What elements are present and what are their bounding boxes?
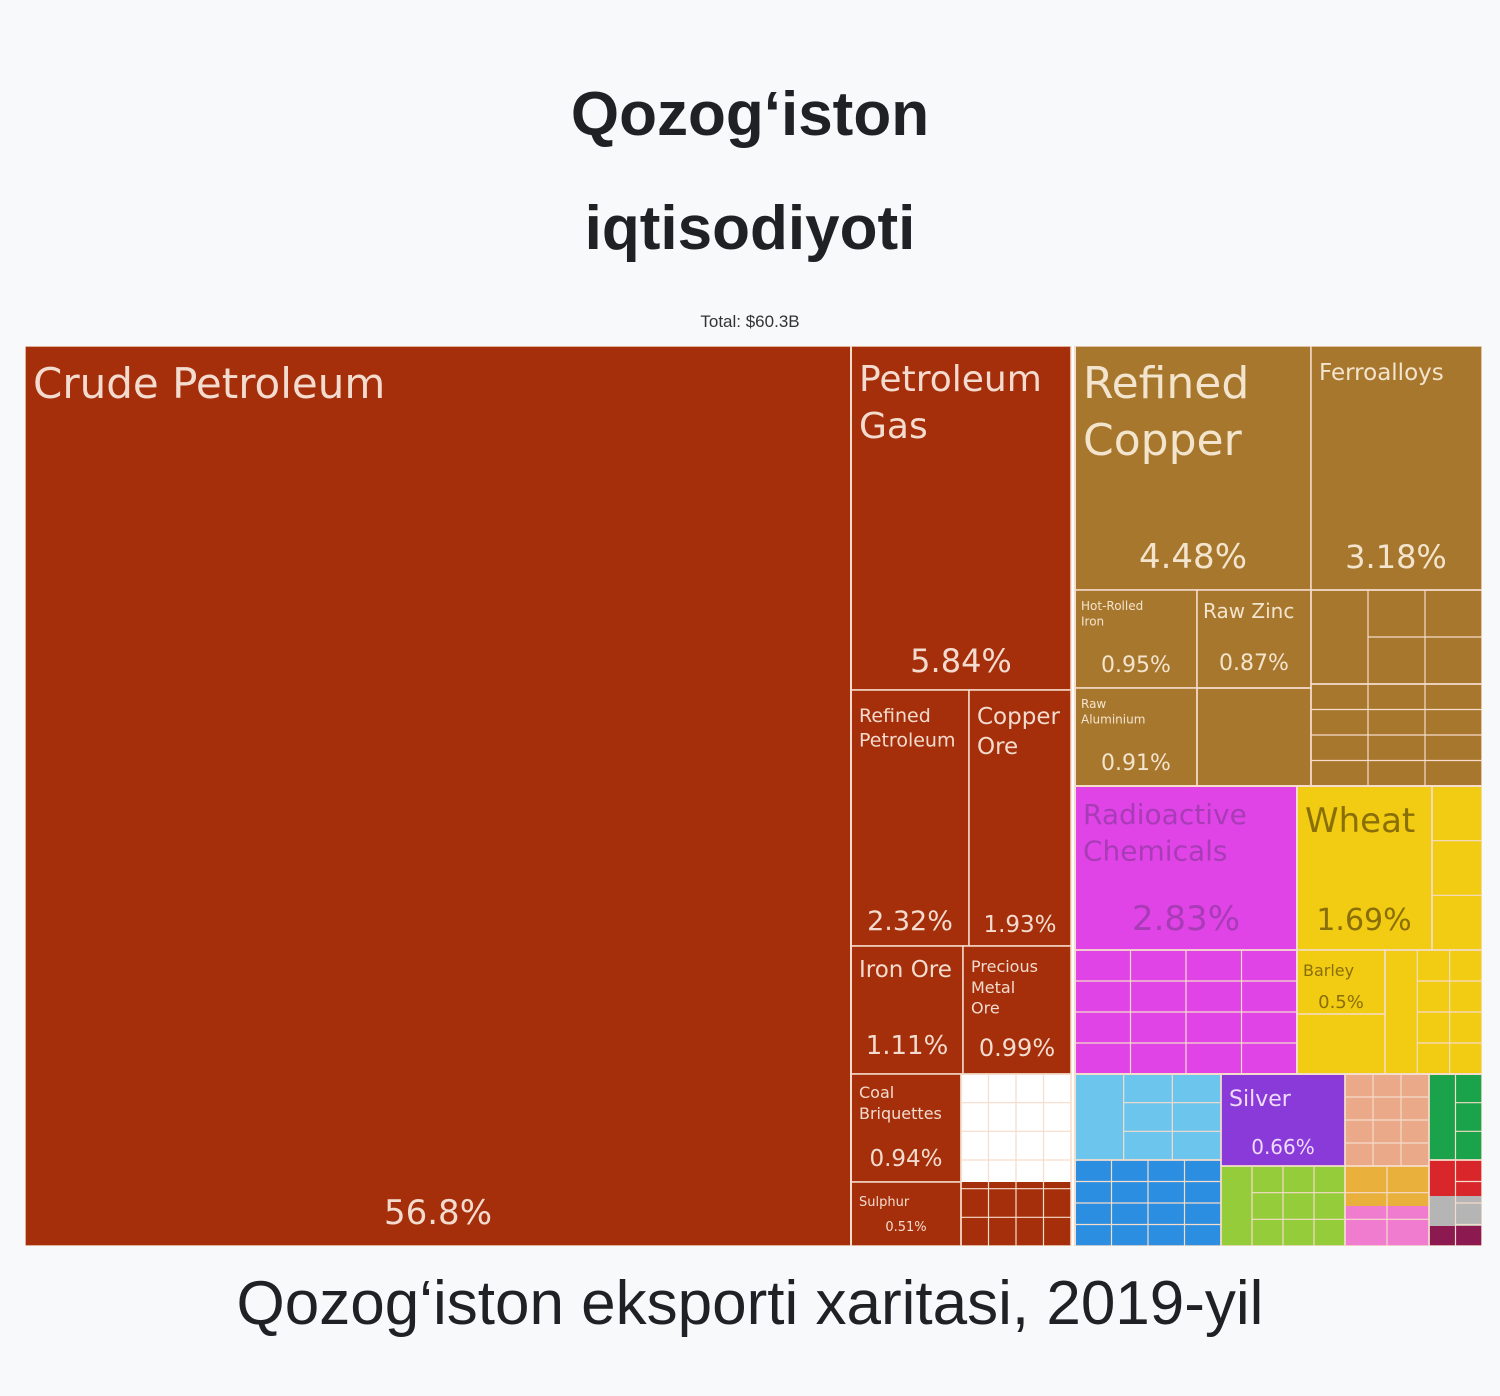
- tile-name-copper-ore: Ore: [977, 734, 1018, 760]
- tile-value-radioactive-chemicals: 2.83%: [1132, 899, 1240, 939]
- total-label: Total: $60.3B: [700, 312, 800, 331]
- tile-name-silver: Silver: [1229, 1087, 1292, 1112]
- tile-name-hot-rolled-iron: Hot-Rolled: [1081, 599, 1143, 613]
- subtile-grid: [960, 1073, 1072, 1246]
- treemap-chart: Crude Petroleum 56.8% Petroleum Gas 5.84% Ref…: [25, 346, 1482, 1246]
- tile-value-coal-briquettes: 0.94%: [869, 1146, 942, 1172]
- tile-rect-wheat: [1296, 785, 1433, 951]
- tile-name-radioactive-chemicals: Chemicals: [1083, 834, 1228, 867]
- tile-name-precious-metal-ore: Metal: [971, 978, 1015, 997]
- tile-value-precious-metal-ore: 0.99%: [979, 1034, 1055, 1062]
- tile-rect-sulphur: [850, 1181, 962, 1246]
- tile-name-refined-copper: Refined: [1083, 358, 1249, 409]
- tile-value-barley: 0.5%: [1318, 992, 1364, 1013]
- region-light_blue: [1075, 1074, 1221, 1160]
- tile-name-refined-copper: Copper: [1083, 415, 1243, 466]
- tile-wheat: [1296, 785, 1433, 951]
- tile-name-sulphur: Sulphur: [859, 1195, 910, 1210]
- tile-value-ferroalloys: 3.18%: [1345, 538, 1447, 576]
- labels-layer: Crude Petroleum 56.8% Petroleum Gas 5.84% Ref…: [33, 358, 1447, 1235]
- tile-value-iron-ore: 1.11%: [866, 1031, 949, 1061]
- tile-value-refined-copper: 4.48%: [1139, 537, 1247, 577]
- tile-crude-petroleum: [25, 346, 852, 1246]
- tile-name-raw-aluminium: Raw: [1081, 697, 1106, 711]
- tile-value-raw-zinc: 0.87%: [1219, 651, 1289, 676]
- tile-value-crude-petroleum: 56.8%: [384, 1193, 492, 1233]
- tile-name-wheat: Wheat: [1305, 801, 1415, 841]
- tile-petroleum-gas: [850, 346, 1072, 691]
- subtile-grid: [1428, 1159, 1482, 1246]
- tile-name-coal-briquettes: Coal: [859, 1083, 894, 1102]
- tile-value-sulphur: 0.51%: [885, 1220, 926, 1235]
- tile-value-hot-rolled-iron: 0.95%: [1101, 653, 1171, 678]
- tile-name-precious-metal-ore: Precious: [971, 957, 1038, 976]
- tile-rect-petroleum-gas: [850, 346, 1072, 691]
- tile-rect-crude-petroleum: [25, 346, 852, 1246]
- tile-rect-raw-aluminium: [1074, 687, 1198, 787]
- tile-name-refined-petroleum: Petroleum: [859, 730, 955, 752]
- tile-rect-refined-copper: [1074, 346, 1312, 591]
- tile-value-silver: 0.66%: [1251, 1135, 1315, 1159]
- subtile-grid: [1074, 949, 1298, 1075]
- tile-name-petroleum-gas: Gas: [859, 406, 928, 447]
- title-line-1: Qozog‘iston: [570, 80, 930, 149]
- title-line-2: iqtisodiyoti: [584, 194, 916, 263]
- tile-value-copper-ore: 1.93%: [983, 912, 1056, 938]
- tile-name-hot-rolled-iron: Iron: [1081, 615, 1104, 629]
- tile-name-raw-aluminium: Aluminium: [1081, 713, 1145, 727]
- tile-rect-iron-ore: [850, 945, 964, 1075]
- tile-name-iron-ore: Iron Ore: [859, 957, 952, 983]
- tile-iron-ore: [850, 945, 964, 1075]
- tile-name-raw-zinc: Raw Zinc: [1203, 599, 1294, 623]
- page-title: Qozog‘iston iqtisodiyoti: [0, 58, 1500, 286]
- tiles-layer: [25, 346, 1482, 1246]
- tile-name-petroleum-gas: Petroleum: [859, 359, 1042, 400]
- subtile-grid: [1074, 1159, 1222, 1246]
- tile-name-barley: Barley: [1303, 961, 1354, 980]
- tile-value-wheat: 1.69%: [1316, 903, 1411, 938]
- tile-rect-refined-petroleum: [850, 689, 970, 947]
- tile-name-coal-briquettes: Briquettes: [859, 1104, 942, 1123]
- tile-rect-raw-zinc: [1196, 589, 1312, 689]
- tile-value-petroleum-gas: 5.84%: [910, 642, 1012, 680]
- tile-value-refined-petroleum: 2.32%: [867, 906, 953, 937]
- tile-name-refined-petroleum: Refined: [859, 705, 931, 727]
- tile-raw-aluminium: [1074, 687, 1198, 787]
- tile-name-copper-ore: Copper: [977, 704, 1060, 730]
- tile-rect-copper-ore: [968, 689, 1072, 947]
- tile-name-precious-metal-ore: Ore: [971, 999, 1000, 1018]
- tile-name-radioactive-chemicals: Radioactive: [1083, 798, 1247, 831]
- tile-sulphur: [850, 1181, 962, 1246]
- tile-name-ferroalloys: Ferroalloys: [1319, 360, 1444, 386]
- tile-refined-petroleum: [850, 689, 970, 947]
- subtile-grid: [1220, 1165, 1346, 1246]
- tile-name-crude-petroleum: Crude Petroleum: [33, 359, 385, 408]
- tile-value-raw-aluminium: 0.91%: [1101, 751, 1171, 776]
- chart-caption: Qozog‘iston eksporti xaritasi, 2019-yil: [236, 1269, 1264, 1338]
- subtile-layer: [850, 346, 1482, 1246]
- tile-refined-copper: [1074, 346, 1312, 591]
- tile-raw-zinc: [1196, 589, 1312, 689]
- tile-copper-ore: [968, 689, 1072, 947]
